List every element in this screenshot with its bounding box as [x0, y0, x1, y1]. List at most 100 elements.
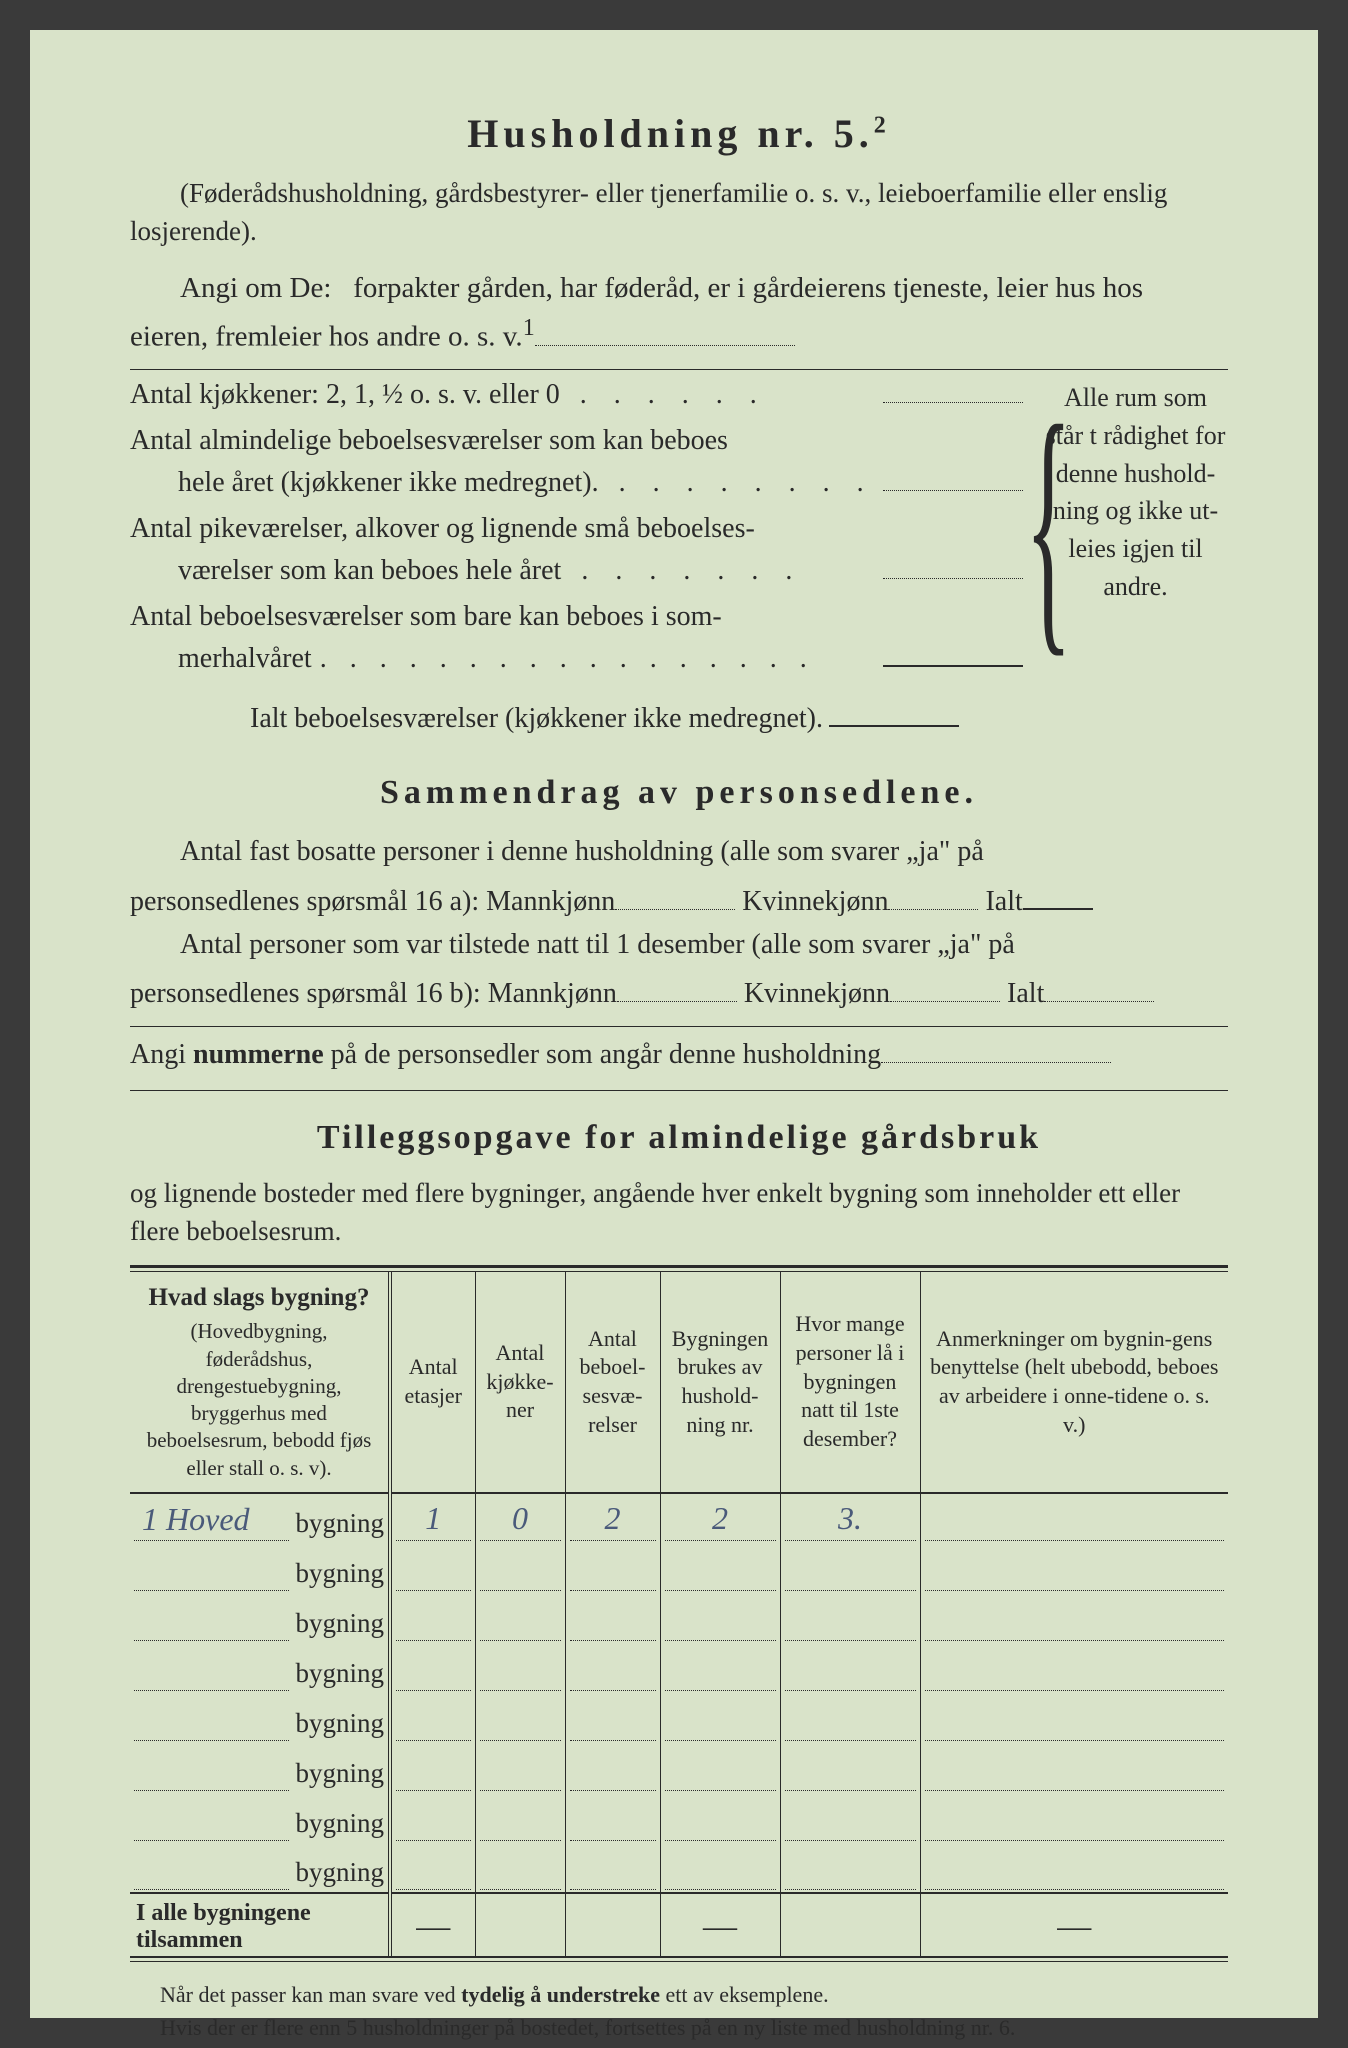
cell-type[interactable]: bygning: [130, 1543, 390, 1593]
summary-2b-prefix: personsedlenes spørsmål 16 b): Mannkjønn: [130, 978, 617, 1009]
cell[interactable]: [920, 1643, 1228, 1693]
cell[interactable]: [475, 1843, 565, 1893]
rooms-sidenote: { Alle rum som står t rådighet for denne…: [1043, 374, 1228, 744]
table-row: bygning: [130, 1793, 1228, 1843]
cell[interactable]: [780, 1793, 920, 1843]
bygning-label: bygning: [295, 1608, 384, 1641]
hw-persons: 3.: [785, 1500, 916, 1541]
blank-kvinne-2[interactable]: [890, 1001, 1000, 1002]
cell-rooms[interactable]: 2: [565, 1493, 660, 1543]
cell[interactable]: [475, 1693, 565, 1743]
th1-sub: (Hovedbygning, føderådshus, drengestueby…: [136, 1318, 382, 1482]
summary-3-bold: nummerne: [193, 1039, 324, 1070]
cell[interactable]: [780, 1693, 920, 1743]
cell-household[interactable]: 2: [660, 1493, 780, 1543]
room-blank-2[interactable]: [883, 490, 1023, 491]
cell[interactable]: [565, 1693, 660, 1743]
cell[interactable]: [390, 1643, 475, 1693]
total-blank[interactable]: [475, 1893, 565, 1956]
cell[interactable]: [390, 1543, 475, 1593]
cell[interactable]: [660, 1543, 780, 1593]
blank-kvinne-1[interactable]: [888, 909, 978, 910]
dots: . . . . . . . . . . . . . . . . .: [312, 638, 877, 680]
cell-type[interactable]: bygning: [130, 1793, 390, 1843]
blank-nummerne[interactable]: [881, 1062, 1111, 1063]
cell-type[interactable]: bygning: [130, 1693, 390, 1743]
table-row: bygning: [130, 1693, 1228, 1743]
cell[interactable]: [475, 1593, 565, 1643]
cell[interactable]: [565, 1543, 660, 1593]
blank-mann-2[interactable]: [617, 1001, 737, 1002]
cell[interactable]: [660, 1743, 780, 1793]
room-blank-4[interactable]: [883, 665, 1023, 667]
cell[interactable]: [475, 1743, 565, 1793]
cell[interactable]: [780, 1643, 920, 1693]
cell[interactable]: [390, 1693, 475, 1743]
blank-ialt-1[interactable]: [1023, 908, 1093, 910]
cell[interactable]: [920, 1793, 1228, 1843]
cell[interactable]: [390, 1743, 475, 1793]
tillegg-title: Tilleggsopgave for almindelige gårdsbruk: [130, 1119, 1228, 1157]
th-remarks: Anmerkninger om bygnin-gens benyttelse (…: [920, 1272, 1228, 1493]
hw-kitchens: 0: [480, 1500, 561, 1541]
cell[interactable]: [920, 1743, 1228, 1793]
blank-mann-1[interactable]: [615, 909, 735, 910]
footnote-1: Når det passer kan man svare ved tydelig…: [130, 1980, 1228, 2011]
summary-line3: Angi nummerne på de personsedler som ang…: [130, 1033, 1228, 1076]
page-title: Husholdning nr. 5.2: [130, 110, 1228, 157]
cell[interactable]: [920, 1843, 1228, 1893]
cell[interactable]: [660, 1793, 780, 1843]
summary-3-prefix: Angi: [130, 1039, 193, 1070]
cell[interactable]: [920, 1543, 1228, 1593]
cell[interactable]: [780, 1743, 920, 1793]
room-q4b: merhalvåret: [178, 638, 312, 680]
cell[interactable]: [780, 1843, 920, 1893]
cell[interactable]: [565, 1643, 660, 1693]
blank-ialt-2[interactable]: [1044, 1001, 1154, 1002]
total-label: I alle bygningene tilsammen: [130, 1893, 390, 1956]
cell-type[interactable]: 1 Hoved bygning: [130, 1493, 390, 1543]
cell[interactable]: [475, 1543, 565, 1593]
cell-kitchens[interactable]: 0: [475, 1493, 565, 1543]
instruction-blank[interactable]: [535, 345, 795, 346]
cell[interactable]: [475, 1643, 565, 1693]
cell-type[interactable]: bygning: [130, 1743, 390, 1793]
cell[interactable]: [390, 1793, 475, 1843]
cell[interactable]: [920, 1693, 1228, 1743]
cell[interactable]: [660, 1593, 780, 1643]
dots: . . . . . . . .: [599, 462, 877, 504]
cell[interactable]: [660, 1843, 780, 1893]
cell[interactable]: [660, 1693, 780, 1743]
cell-persons[interactable]: 3.: [780, 1493, 920, 1543]
room-blank-3[interactable]: [883, 578, 1023, 579]
divider: [130, 1026, 1228, 1027]
cell[interactable]: [780, 1593, 920, 1643]
summary-1b-end: Ialt: [985, 886, 1022, 917]
th-kitchens: Antal kjøkke-ner: [475, 1272, 565, 1493]
room-q2a: Antal almindelige beboelsesværelser som …: [130, 420, 1023, 462]
cell-remarks[interactable]: [920, 1493, 1228, 1543]
cell[interactable]: [920, 1593, 1228, 1643]
cell[interactable]: [565, 1843, 660, 1893]
cell-floors[interactable]: 1: [390, 1493, 475, 1543]
room-blank-total[interactable]: [829, 725, 959, 727]
sidenote-text: Alle rum som står t rådighet for denne h…: [1046, 383, 1226, 600]
cell-type[interactable]: bygning: [130, 1593, 390, 1643]
total-dash: —: [390, 1893, 475, 1956]
cell[interactable]: [390, 1843, 475, 1893]
total-blank[interactable]: [565, 1893, 660, 1956]
cell[interactable]: [660, 1643, 780, 1693]
cell[interactable]: [565, 1793, 660, 1843]
tillegg-subtitle: og lignende bosteder med flere bygninger…: [130, 1175, 1228, 1251]
cell[interactable]: [565, 1593, 660, 1643]
room-blank-1[interactable]: [883, 402, 1023, 403]
cell[interactable]: [475, 1793, 565, 1843]
total-blank[interactable]: [780, 1893, 920, 1956]
cell[interactable]: [390, 1593, 475, 1643]
cell-type[interactable]: bygning: [130, 1643, 390, 1693]
cell[interactable]: [780, 1543, 920, 1593]
table-bottom-rule: [130, 1956, 1228, 1962]
cell-type[interactable]: bygning: [130, 1843, 390, 1893]
summary-line1: Antal fast bosatte personer i denne hush…: [130, 830, 1228, 873]
cell[interactable]: [565, 1743, 660, 1793]
